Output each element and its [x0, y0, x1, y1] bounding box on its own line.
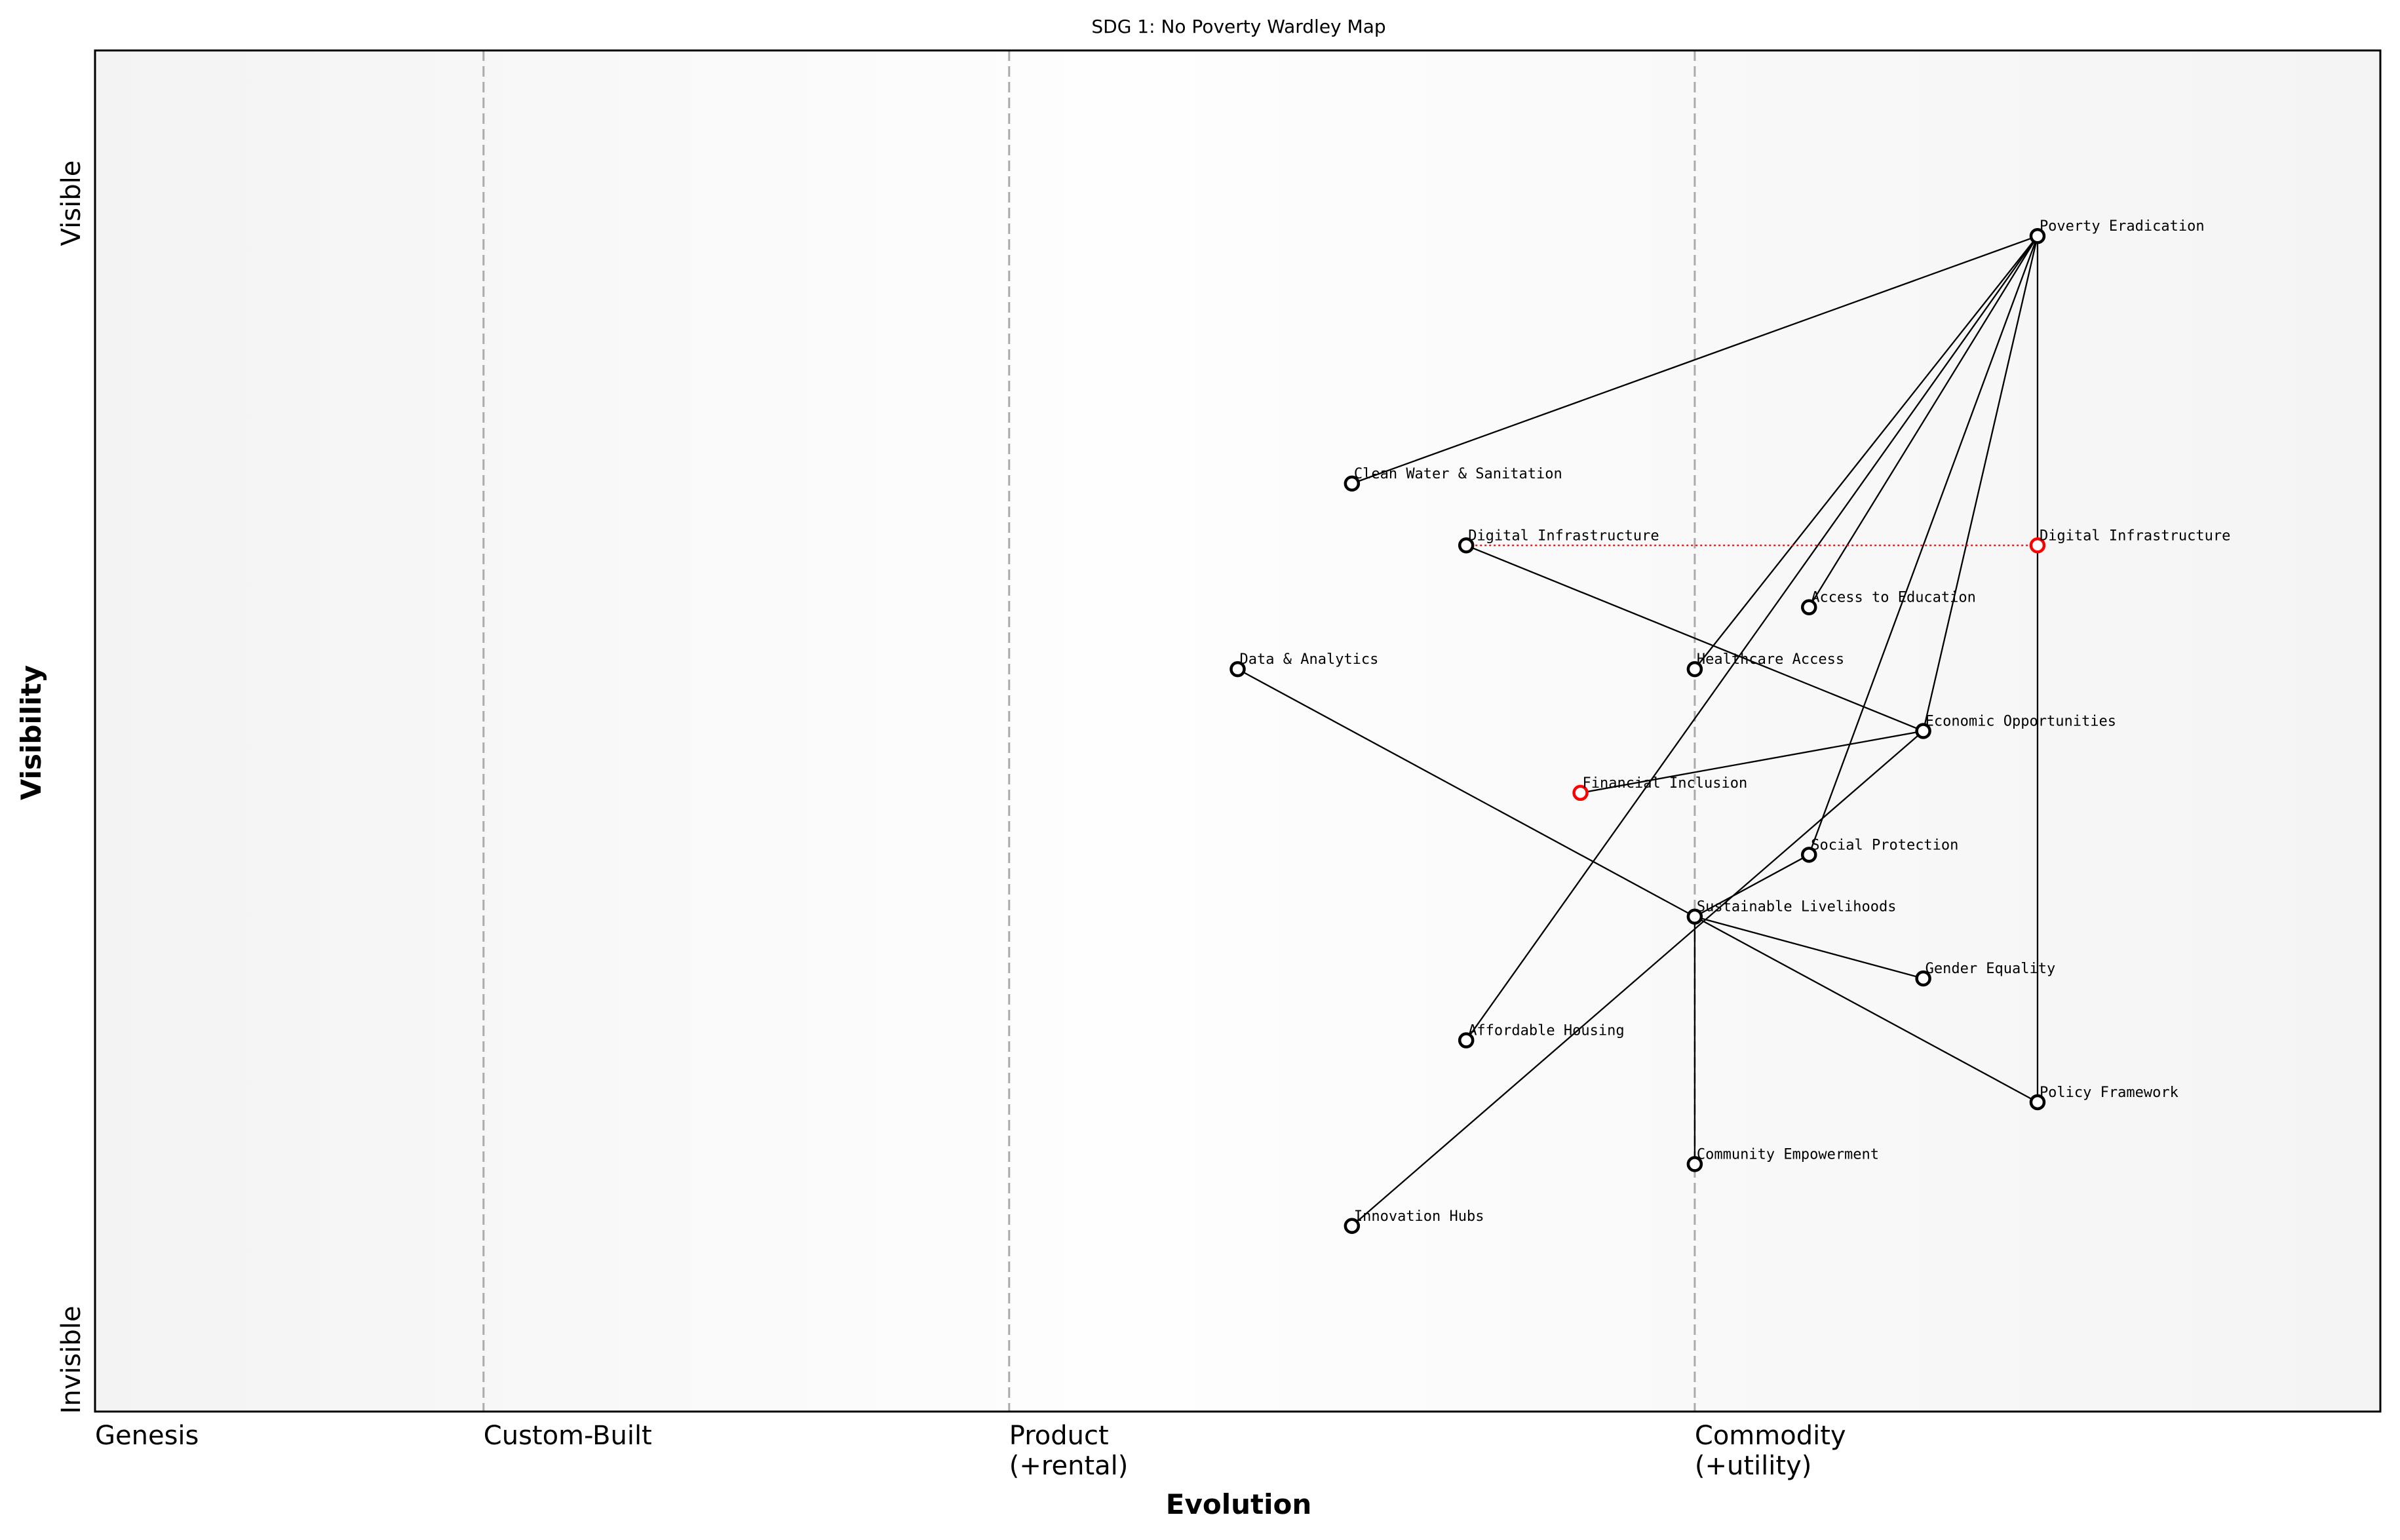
component-label: Clean Water & Sanitation: [1354, 466, 1562, 482]
component-node[interactable]: Economic Opportunities: [1915, 714, 2116, 739]
component-label: Gender Equality: [1926, 961, 2056, 977]
y-bottom-label: Invisible: [56, 1306, 87, 1414]
component-label: Affordable Housing: [1468, 1023, 1624, 1039]
component-node[interactable]: Community Empowerment: [1686, 1146, 1879, 1172]
node-marker: [1801, 599, 1817, 615]
dependency-link: [1351, 730, 1924, 1227]
component-label: Healthcare Access: [1697, 651, 1844, 668]
component-label: Economic Opportunities: [1926, 714, 2116, 730]
stage-label: Custom-Built: [484, 1421, 652, 1451]
component-node[interactable]: Healthcare Access: [1686, 651, 1844, 678]
stage-label: Commodity (+utility): [1695, 1421, 1846, 1481]
node-marker: [1801, 847, 1817, 863]
node-marker: [1458, 1032, 1475, 1049]
component-node[interactable]: Digital Infrastructure: [1458, 528, 1659, 554]
node-marker: [2029, 227, 2046, 244]
node-marker: [1686, 1156, 1703, 1172]
dependency-link: [1465, 545, 1924, 732]
plot-frame: [94, 49, 2382, 1413]
dependency-link: [1465, 235, 2038, 1041]
component-label: Financial Inclusion: [1583, 775, 1748, 792]
component-node[interactable]: Clean Water & Sanitation: [1344, 466, 1562, 492]
component-node[interactable]: Policy Framework: [2029, 1085, 2178, 1111]
node-marker: [1686, 661, 1703, 678]
stage-label: Genesis: [95, 1421, 199, 1451]
component-node[interactable]: Digital Infrastructure: [2029, 528, 2230, 554]
node-marker: [1686, 908, 1703, 925]
component-label: Poverty Eradication: [2040, 218, 2205, 235]
dependency-link: [1694, 915, 2038, 1103]
node-marker: [1572, 784, 1589, 801]
node-marker: [1344, 1218, 1361, 1235]
node-marker: [1229, 661, 1246, 678]
component-node[interactable]: Access to Education: [1801, 590, 1976, 615]
component-label: Digital Infrastructure: [2040, 528, 2230, 544]
x-axis-label: Evolution: [1166, 1488, 1311, 1520]
dependency-link: [1351, 235, 2038, 484]
component-label: Access to Education: [1811, 590, 1976, 606]
node-marker: [2029, 537, 2046, 554]
component-node[interactable]: Affordable Housing: [1458, 1023, 1625, 1049]
chart-title: SDG 1: No Poverty Wardley Map: [1091, 16, 1385, 37]
dependency-link: [1694, 854, 1810, 917]
component-label: Sustainable Livelihoods: [1697, 899, 1897, 915]
component-label: Social Protection: [1811, 837, 1958, 853]
dependency-link: [1922, 235, 2039, 731]
dependency-link: [1237, 668, 1695, 917]
component-node[interactable]: Social Protection: [1801, 837, 1958, 863]
y-top-label: Visible: [56, 161, 87, 246]
dependency-link: [1808, 235, 2039, 855]
component-node[interactable]: Gender Equality: [1915, 961, 2056, 987]
component-label: Policy Framework: [2040, 1085, 2178, 1101]
dependency-link: [1580, 730, 1924, 794]
dependency-link: [1694, 235, 2038, 670]
component-label: Data & Analytics: [1240, 651, 1379, 668]
component-label: Innovation Hubs: [1354, 1208, 1484, 1225]
node-marker: [2029, 1094, 2046, 1111]
component-node[interactable]: Innovation Hubs: [1344, 1208, 1484, 1235]
stage-label: Product (+rental): [1009, 1421, 1129, 1481]
component-node[interactable]: Financial Inclusion: [1572, 775, 1748, 801]
y-axis-label: Visibility: [15, 665, 47, 800]
node-marker: [1915, 970, 1931, 987]
plot-area: [95, 50, 2380, 1412]
component-node[interactable]: Sustainable Livelihoods: [1686, 899, 1897, 925]
component-label: Community Empowerment: [1697, 1146, 1879, 1163]
node-marker: [1344, 475, 1361, 492]
dependency-link: [1694, 915, 1924, 980]
component-label: Digital Infrastructure: [1468, 528, 1659, 544]
node-marker: [1915, 723, 1931, 739]
component-node[interactable]: Data & Analytics: [1229, 651, 1379, 678]
node-marker: [1458, 537, 1475, 554]
component-node[interactable]: Poverty Eradication: [2029, 218, 2205, 244]
